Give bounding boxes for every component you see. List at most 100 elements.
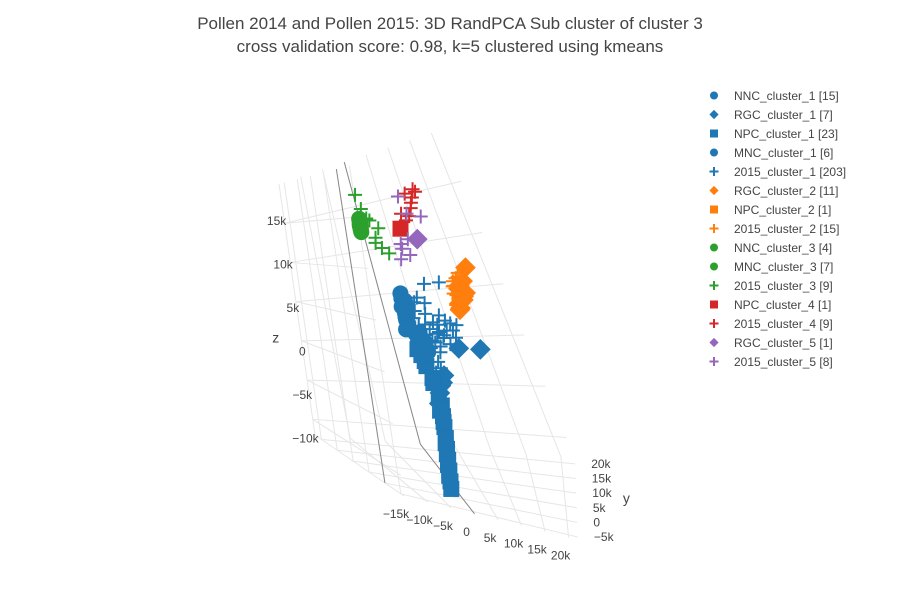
- axis-ticks: −15k−10k −5k 0 5k 10k 15k 20k−5k05k10k15k20k−1…: [267, 214, 630, 563]
- data-point: [448, 279, 463, 294]
- data-point: [431, 275, 446, 290]
- y-tick-label: 15k: [592, 472, 612, 486]
- legend-swatch: [709, 337, 719, 348]
- legend-swatch: [709, 185, 719, 196]
- data-point: [400, 232, 415, 247]
- z-grid-line-side: [290, 261, 369, 269]
- data-point: [441, 467, 458, 484]
- data-point: [397, 296, 414, 313]
- data-point: [397, 186, 412, 201]
- x-tick-label: 15k: [527, 543, 547, 557]
- z-tick-label: 15k: [267, 214, 287, 228]
- legend-label: NPC_cluster_2 [1]: [734, 202, 832, 217]
- x-grid-line-back: [430, 132, 562, 457]
- legend-swatch: [710, 91, 718, 100]
- y-grid-line-floor: [384, 482, 578, 523]
- data-point: [408, 184, 423, 199]
- legend-item[interactable]: NPC_cluster_4 [1]: [704, 295, 846, 314]
- chart-title-line-2: cross validation score: 0.98, k=5 cluste…: [236, 37, 664, 56]
- data-point: [399, 206, 414, 221]
- y-grid-line-side: [322, 172, 370, 473]
- x-grid-line-floor: [560, 456, 570, 538]
- data-point: [404, 190, 419, 205]
- legend-item[interactable]: 2015_cluster_3 [9]: [704, 276, 846, 295]
- data-point: [422, 322, 437, 337]
- legend-marker: [709, 357, 719, 366]
- y-grid-line-side: [296, 179, 338, 451]
- legend-marker: [709, 319, 719, 328]
- legend-item[interactable]: NPC_cluster_2 [1]: [704, 200, 846, 219]
- y-axis-title: y: [623, 490, 630, 506]
- legend-item[interactable]: MNC_cluster_1 [6]: [704, 143, 846, 162]
- data-point: [435, 413, 452, 430]
- x-tick-label: 0: [463, 525, 470, 539]
- legend-swatch: [710, 300, 718, 309]
- legend-marker: [709, 109, 719, 120]
- data-point: [470, 339, 491, 360]
- z-axis-title: z: [272, 329, 279, 345]
- legend-label: MNC_cluster_3 [7]: [734, 259, 834, 274]
- legend-label: 2015_cluster_3 [9]: [734, 278, 833, 293]
- legend-label: MNC_cluster_1 [6]: [734, 145, 834, 160]
- y-grid-line-side: [309, 175, 354, 462]
- legend-marker: [710, 243, 718, 252]
- x-tick-label: −10k: [406, 513, 433, 527]
- legend-item[interactable]: 2015_cluster_4 [9]: [704, 314, 846, 333]
- x-grid-line-floor: [314, 434, 405, 497]
- legend-swatch: [710, 148, 718, 157]
- series-2: [409, 336, 460, 497]
- legend-label: 2015_cluster_4 [9]: [734, 316, 833, 331]
- legend-marker: [710, 129, 718, 138]
- data-point: [435, 392, 450, 407]
- x-grid-line-floor: [384, 440, 452, 509]
- data-point: [400, 300, 415, 315]
- y-tick-label: 20k: [591, 457, 611, 471]
- legend-label: RGC_cluster_1 [7]: [734, 107, 833, 122]
- x-grid-line-back: [322, 169, 386, 442]
- legend-item[interactable]: 2015_cluster_5 [8]: [704, 352, 846, 371]
- legend-swatch: [710, 243, 718, 252]
- z-tick-label: 0: [299, 344, 306, 358]
- data-point: [359, 211, 374, 226]
- legend-swatch: [709, 167, 719, 176]
- legend-item[interactable]: NNC_cluster_1 [15]: [704, 86, 846, 105]
- legend-item[interactable]: MNC_cluster_3 [7]: [704, 257, 846, 276]
- series-14: [390, 189, 428, 267]
- legend-swatch: [709, 357, 719, 366]
- legend-swatch: [710, 262, 718, 271]
- legend-marker: [710, 205, 718, 214]
- legend-marker: [710, 148, 718, 157]
- legend-item[interactable]: NNC_cluster_3 [4]: [704, 238, 846, 257]
- series-13: [406, 228, 428, 250]
- legend-swatch: [709, 319, 719, 328]
- data-point: [417, 296, 432, 311]
- legend-marker: [710, 262, 718, 271]
- x-grid-line-back: [300, 176, 351, 439]
- legend-item[interactable]: 2015_cluster_2 [15]: [704, 219, 846, 238]
- legend-item[interactable]: RGC_cluster_5 [1]: [704, 333, 846, 352]
- x-tick-label: 20k: [551, 549, 571, 563]
- y-tick-label: 5k: [593, 501, 607, 515]
- legend-item[interactable]: NPC_cluster_1 [23]: [704, 124, 846, 143]
- legend-item[interactable]: 2015_cluster_1 [203]: [704, 162, 846, 181]
- x-tick-label: 10k: [504, 537, 524, 551]
- data-point: [448, 338, 470, 359]
- legend-item[interactable]: RGC_cluster_1 [7]: [704, 105, 846, 124]
- data-point: [348, 187, 363, 202]
- data-point: [433, 365, 455, 386]
- z-grid-line-side: [312, 418, 402, 476]
- data-point: [413, 209, 428, 224]
- legend-item[interactable]: RGC_cluster_2 [11]: [704, 181, 846, 200]
- x-tick-label: −5k: [433, 519, 454, 533]
- legend-marker: [710, 300, 718, 309]
- z-tick-label: 5k: [287, 301, 301, 315]
- legend-marker: [709, 167, 719, 176]
- data-point: [394, 252, 409, 267]
- data-point: [416, 276, 431, 291]
- data-point: [420, 348, 435, 363]
- data-point: [449, 318, 464, 333]
- legend-marker: [709, 185, 719, 196]
- x-tick-label: 5k: [484, 531, 498, 545]
- legend-label: NPC_cluster_4 [1]: [734, 297, 832, 312]
